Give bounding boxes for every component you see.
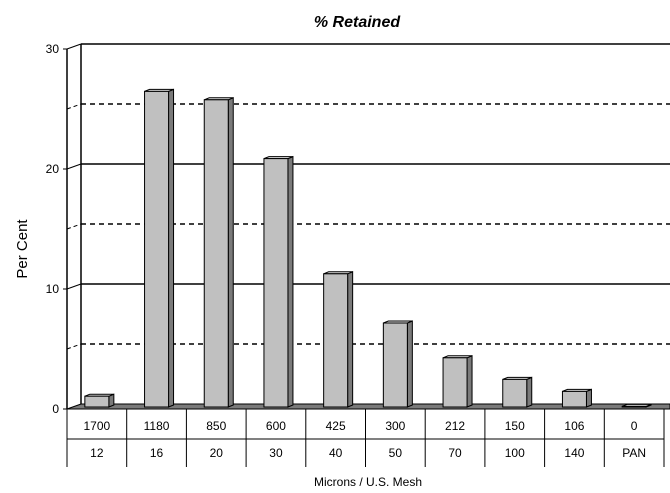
category-mesh: 70 [448, 446, 462, 460]
gridline-side-dashed [66, 103, 82, 110]
bar-106 [561, 388, 592, 408]
category-mesh: PAN [622, 446, 646, 460]
bar-face [144, 90, 170, 408]
category-mesh: 20 [210, 446, 224, 460]
category-mesh: 140 [564, 446, 584, 460]
y-axis-label: Per Cent [14, 219, 31, 279]
bar-face [84, 395, 110, 408]
bar-side [287, 155, 294, 408]
bar-1700 [84, 393, 115, 408]
category-microns: 0 [631, 419, 638, 433]
bar-425 [323, 271, 354, 408]
category-microns: 1180 [144, 419, 170, 433]
bar-0 [621, 403, 652, 408]
bar-side [168, 88, 175, 408]
gridline-side [66, 43, 82, 50]
category-microns: 300 [385, 419, 405, 433]
bar-212 [442, 355, 473, 408]
bar-face [263, 158, 289, 408]
bar-side [227, 97, 234, 408]
category-microns: 212 [445, 419, 465, 433]
bar-side [585, 388, 592, 408]
bar-face [382, 322, 408, 408]
gridline-side-dashed [66, 223, 82, 230]
bar-300 [382, 320, 413, 408]
category-mesh: 40 [329, 446, 343, 460]
y-tick-label: 30 [46, 42, 60, 56]
bar-face [323, 273, 349, 408]
bar-1180 [144, 88, 175, 408]
bars [84, 88, 652, 408]
bar-side [526, 376, 533, 408]
y-tick-labels: 0 10 20 30 [46, 42, 67, 416]
gridline-side-dashed [66, 343, 82, 350]
category-mesh: 16 [150, 446, 164, 460]
category-microns: 150 [505, 419, 525, 433]
category-mesh: 30 [269, 446, 283, 460]
bar-150 [502, 376, 533, 408]
bar-600 [263, 155, 294, 408]
category-table: 1700 12 1180 16 850 20 600 30 425 40 300 50 212 70 150… [66, 409, 665, 467]
bar-850 [203, 97, 234, 408]
gridline-side [66, 283, 82, 290]
category-mesh: 12 [90, 446, 104, 460]
bar-side [406, 320, 413, 408]
y-tick-label: 20 [46, 162, 60, 176]
category-mesh: 50 [389, 446, 403, 460]
category-microns: 600 [266, 419, 286, 433]
category-microns: 1700 [83, 419, 110, 433]
category-mesh: 100 [505, 446, 525, 460]
bar-face [502, 378, 528, 408]
y-tick-label: 0 [52, 402, 59, 416]
category-microns: 425 [326, 419, 346, 433]
bar-side [347, 271, 354, 408]
category-microns: 106 [564, 419, 584, 433]
chart-title: % Retained [314, 14, 401, 31]
category-microns: 850 [206, 419, 226, 433]
bar-face [203, 99, 229, 408]
y-tick-label: 10 [46, 282, 60, 296]
bar-face [442, 357, 468, 408]
bar-face [561, 390, 587, 408]
bar-face [621, 405, 647, 408]
gridlines [66, 43, 670, 350]
x-axis-label: Microns / U.S. Mesh [314, 475, 422, 489]
bar-side [466, 355, 473, 408]
gridline-side [66, 163, 82, 170]
